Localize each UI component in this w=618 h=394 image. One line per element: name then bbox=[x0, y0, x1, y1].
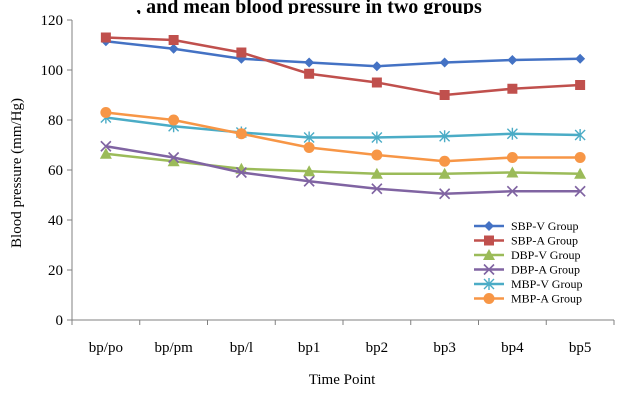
data-point bbox=[438, 167, 451, 179]
series-mbp-a-group bbox=[100, 107, 586, 167]
data-point bbox=[168, 114, 180, 126]
y-tick-label: 20 bbox=[48, 263, 63, 279]
series-line bbox=[105, 36, 581, 97]
data-point bbox=[506, 127, 518, 140]
data-point bbox=[574, 185, 586, 197]
y-tick-label: 0 bbox=[56, 313, 64, 329]
data-point bbox=[303, 131, 315, 144]
series-dbp-a-group bbox=[100, 140, 586, 200]
data-point bbox=[439, 90, 450, 100]
data-point bbox=[100, 140, 112, 152]
data-point bbox=[370, 167, 383, 179]
x-tick-label: bp/po bbox=[89, 340, 123, 356]
data-point bbox=[371, 149, 383, 161]
data-point bbox=[506, 166, 519, 178]
series-line bbox=[105, 152, 581, 175]
legend-marker bbox=[483, 278, 495, 290]
y-tick-label: 120 bbox=[41, 13, 64, 29]
data-point bbox=[304, 57, 315, 68]
legend-label: MBP-A Group bbox=[511, 292, 582, 306]
legend-item: DBP-V Group bbox=[474, 248, 580, 262]
data-point bbox=[439, 130, 451, 143]
data-point bbox=[236, 47, 247, 58]
data-point bbox=[303, 142, 315, 153]
data-point bbox=[439, 57, 450, 68]
series-sbp-a-group bbox=[100, 32, 586, 100]
legend-marker bbox=[483, 263, 495, 276]
series-line bbox=[105, 145, 581, 195]
data-point bbox=[574, 152, 586, 163]
data-point bbox=[574, 167, 587, 179]
data-point bbox=[235, 128, 247, 140]
series-dbp-v-group bbox=[99, 147, 587, 179]
legend-item: SBP-V Group bbox=[474, 219, 578, 233]
legend-marker bbox=[483, 293, 495, 304]
data-point bbox=[439, 188, 451, 200]
data-point bbox=[506, 152, 518, 163]
y-tick-label: 60 bbox=[48, 163, 63, 179]
axes: 0 20 40 60 80 100 120 bp/po bp/pm bp/l bp1 bp2 bp3 bp… bbox=[41, 13, 615, 356]
data-point bbox=[168, 43, 179, 54]
data-point bbox=[167, 155, 180, 167]
data-point bbox=[439, 155, 451, 167]
legend-item: DBP-A Group bbox=[474, 263, 580, 277]
legend-label: DBP-A Group bbox=[511, 263, 580, 277]
data-point bbox=[168, 151, 180, 164]
series-line bbox=[105, 40, 581, 68]
y-tick-label: 100 bbox=[41, 63, 64, 79]
data-point bbox=[371, 131, 383, 144]
legend-label: SBP-V Group bbox=[511, 219, 578, 233]
legend-marker bbox=[484, 235, 494, 246]
data-point bbox=[574, 129, 586, 141]
y-tick-label: 40 bbox=[48, 213, 63, 229]
x-tick-label: bp/pm bbox=[154, 340, 193, 356]
x-axis-label: Time Point bbox=[309, 372, 376, 388]
y-axis-label: Blood pressure (mm/Hg) bbox=[9, 98, 25, 248]
legend-label: DBP-V Group bbox=[511, 248, 580, 262]
legend-marker bbox=[484, 221, 494, 231]
x-tick-label: bp4 bbox=[501, 340, 524, 356]
data-point bbox=[100, 32, 111, 43]
data-point bbox=[168, 35, 179, 45]
series-mbp-v-group bbox=[100, 111, 586, 144]
legend-item: MBP-A Group bbox=[474, 292, 582, 306]
data-point bbox=[99, 147, 112, 159]
data-point bbox=[371, 77, 382, 88]
x-tick-label: bp3 bbox=[433, 340, 456, 356]
data-point bbox=[304, 68, 315, 79]
series-line bbox=[105, 116, 581, 139]
data-point bbox=[507, 55, 518, 65]
data-point bbox=[303, 165, 316, 177]
x-tick-label: bp1 bbox=[298, 340, 321, 356]
y-tick-label: 80 bbox=[48, 113, 63, 129]
legend-label: SBP-A Group bbox=[511, 234, 578, 248]
data-point bbox=[371, 183, 383, 195]
data-point bbox=[303, 175, 315, 187]
legend-label: MBP-V Group bbox=[511, 277, 582, 291]
series-layer bbox=[99, 32, 587, 200]
data-point bbox=[575, 53, 586, 64]
data-point bbox=[507, 83, 518, 94]
legend-item: SBP-A Group bbox=[474, 234, 578, 248]
data-point bbox=[575, 80, 586, 90]
legend-item: MBP-V Group bbox=[474, 277, 582, 291]
series-line bbox=[105, 111, 581, 163]
x-tick-label: bp5 bbox=[569, 340, 592, 356]
top-caption-fragment: , and mean blood pressure in two groups bbox=[136, 0, 482, 14]
data-point bbox=[100, 107, 112, 118]
data-point bbox=[371, 61, 382, 72]
data-point bbox=[506, 185, 518, 197]
x-tick-label: bp2 bbox=[366, 340, 389, 356]
x-tick-label: bp/l bbox=[230, 340, 253, 356]
legend-marker bbox=[483, 249, 495, 260]
data-point bbox=[235, 166, 247, 179]
